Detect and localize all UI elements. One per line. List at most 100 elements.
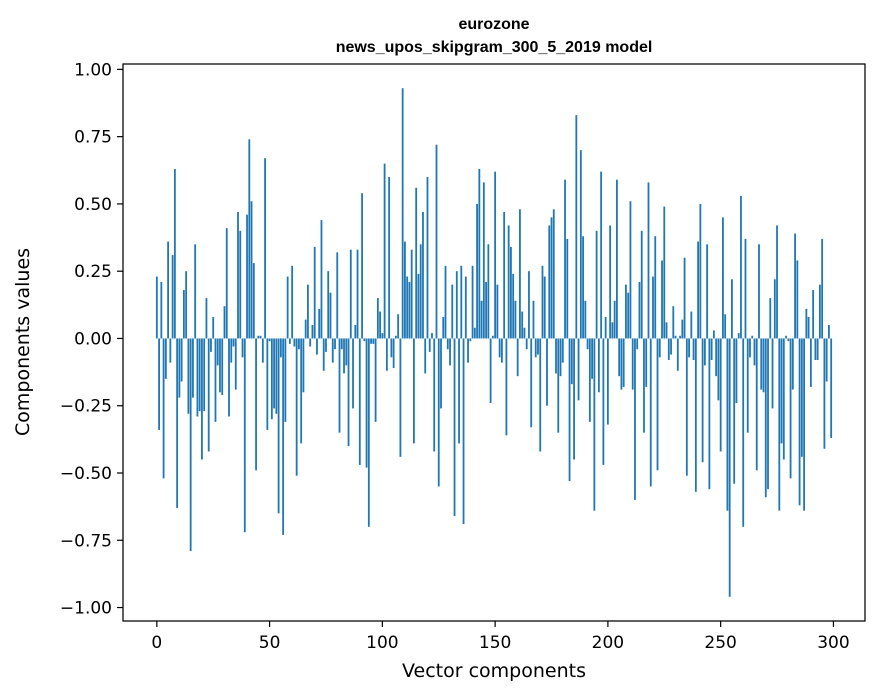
bar-106 — [394, 335, 397, 339]
bar-264 — [751, 335, 754, 339]
bar-289 — [807, 316, 810, 339]
y-axis-label: Components values — [12, 248, 34, 436]
bar-93 — [365, 338, 368, 468]
bar-175 — [550, 217, 553, 339]
bar-167 — [532, 300, 535, 339]
y-tick-label-3: 0.25 — [74, 262, 112, 282]
bar-148 — [489, 338, 492, 404]
bar-54 — [277, 338, 280, 514]
bar-296 — [823, 338, 826, 449]
bar-85 — [347, 338, 350, 447]
bar-174 — [548, 225, 551, 339]
bar-104 — [390, 338, 393, 358]
bar-280 — [787, 338, 790, 342]
bar-291 — [812, 290, 815, 339]
bar-3 — [162, 338, 165, 479]
bar-127 — [442, 316, 445, 339]
bar-20 — [201, 338, 203, 460]
bar-261 — [744, 238, 747, 339]
bar-24 — [210, 338, 212, 352]
bar-269 — [762, 338, 765, 393]
bar-83 — [343, 338, 345, 374]
bar-33 — [230, 338, 233, 363]
bar-281 — [789, 338, 792, 479]
bar-272 — [769, 298, 772, 339]
bar-95 — [370, 338, 372, 344]
x-tick-label-50: 50 — [259, 633, 281, 653]
bar-136 — [462, 338, 465, 525]
bar-195 — [595, 230, 598, 339]
bar-144 — [480, 300, 483, 339]
bar-1 — [158, 338, 160, 430]
bar-166 — [530, 338, 533, 428]
bar-25 — [212, 316, 215, 339]
bar-260 — [742, 338, 745, 527]
bar-224 — [661, 260, 663, 339]
bar-41 — [248, 139, 251, 339]
bar-202 — [611, 322, 614, 339]
bar-16 — [192, 338, 194, 398]
bar-114 — [413, 338, 415, 444]
bar-146 — [485, 281, 487, 339]
bar-140 — [471, 265, 474, 339]
bar-27 — [216, 338, 219, 366]
bar-8 — [173, 168, 176, 339]
bar-74 — [322, 338, 325, 371]
bar-164 — [525, 338, 528, 350]
x-tick-label-100: 100 — [366, 633, 398, 653]
bar-244 — [706, 244, 709, 339]
bar-128 — [444, 265, 447, 339]
bar-130 — [449, 338, 451, 366]
bar-126 — [440, 338, 442, 409]
bar-273 — [771, 338, 774, 409]
bar-58 — [286, 276, 289, 339]
chart-title-line-1: eurozone — [458, 16, 529, 33]
bar-286 — [800, 338, 803, 457]
bar-66 — [304, 319, 307, 339]
bar-156 — [507, 225, 510, 339]
bar-154 — [503, 212, 506, 339]
bar-184 — [570, 338, 573, 385]
bar-222 — [656, 338, 659, 471]
bar-209 — [627, 292, 630, 339]
bar-230 — [674, 335, 677, 339]
bar-235 — [685, 338, 688, 476]
bar-31 — [225, 228, 228, 339]
bar-162 — [521, 311, 524, 339]
bar-198 — [602, 338, 605, 465]
bar-120 — [426, 177, 429, 339]
bar-70 — [313, 246, 316, 339]
bar-266 — [755, 338, 758, 471]
bar-132 — [453, 338, 456, 517]
bar-189 — [582, 236, 584, 339]
bar-42 — [250, 201, 253, 339]
bar-124 — [435, 144, 438, 339]
bar-105 — [392, 338, 395, 369]
bar-246 — [710, 338, 713, 360]
bar-9 — [176, 338, 179, 508]
bar-137 — [464, 276, 467, 339]
bar-80 — [336, 252, 339, 339]
bar-196 — [597, 338, 600, 393]
bar-107 — [397, 314, 400, 339]
bar-207 — [622, 338, 625, 387]
bar-86 — [349, 249, 352, 339]
bar-153 — [500, 338, 503, 363]
bar-92 — [363, 338, 366, 342]
bar-18 — [196, 338, 199, 417]
bar-238 — [692, 338, 695, 360]
bar-298 — [828, 325, 830, 339]
bar-21 — [203, 338, 206, 412]
bar-232 — [679, 335, 681, 339]
bar-52 — [273, 338, 275, 409]
bar-30 — [223, 306, 226, 339]
bar-23 — [207, 338, 210, 452]
bar-51 — [270, 338, 273, 420]
bar-267 — [758, 244, 760, 339]
bar-200 — [606, 338, 609, 425]
bar-257 — [735, 338, 738, 404]
y-tick-label-4: 0.00 — [74, 329, 112, 349]
bar-241 — [699, 203, 702, 339]
bar-103 — [388, 177, 391, 339]
bar-76 — [327, 271, 330, 339]
